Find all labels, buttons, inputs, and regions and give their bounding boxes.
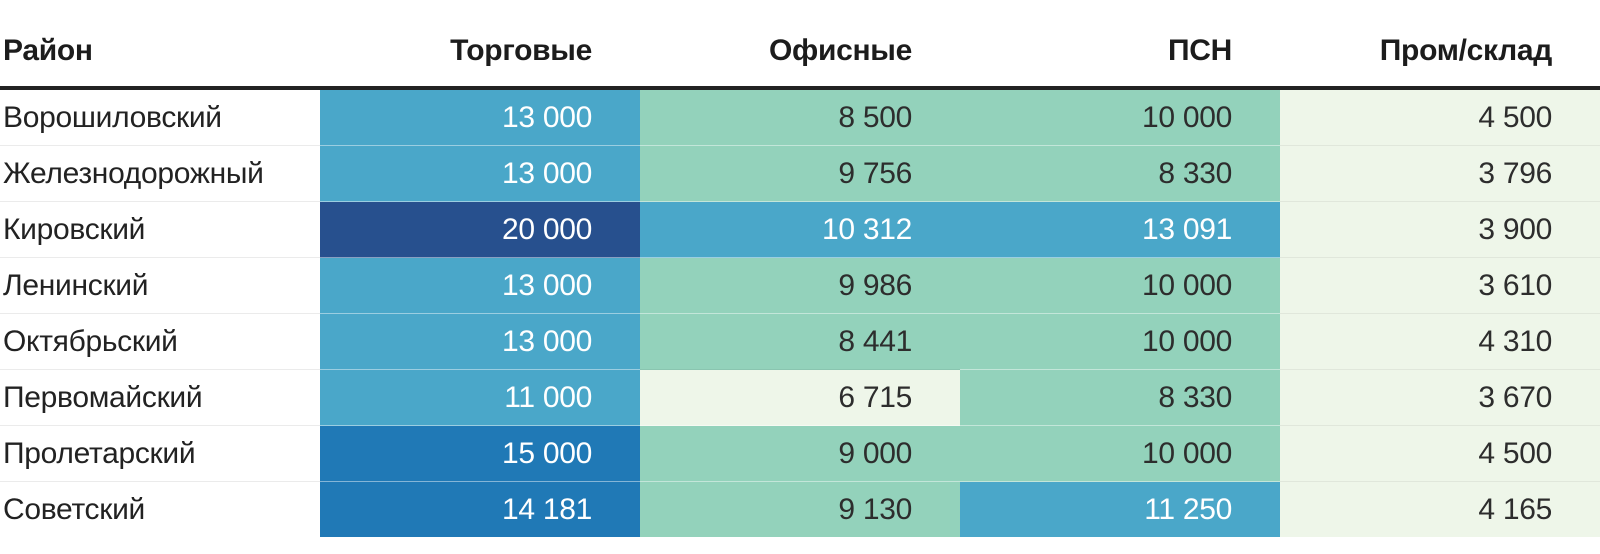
district-name: Первомайский (0, 369, 320, 426)
value-cell: 8 330 (960, 369, 1280, 426)
table-row: Октябрьский 13 000 8 441 10 000 4 310 (0, 313, 1600, 370)
table-header-row: Район Торговые Офисные ПСН Пром/склад (0, 0, 1600, 90)
district-name: Ворошиловский (0, 88, 320, 146)
value-cell: 4 500 (1280, 425, 1600, 482)
district-name: Ленинский (0, 257, 320, 314)
district-name: Кировский (0, 201, 320, 258)
value-cell: 10 312 (640, 201, 960, 258)
value-cell: 13 091 (960, 201, 1280, 258)
value-cell: 10 000 (960, 88, 1280, 146)
value-cell: 8 500 (640, 88, 960, 146)
value-cell: 9 000 (640, 425, 960, 482)
value-cell: 13 000 (320, 313, 640, 370)
table-row: Первомайский 11 000 6 715 8 330 3 670 (0, 369, 1600, 426)
district-name: Железнодорожный (0, 145, 320, 202)
value-cell: 9 986 (640, 257, 960, 314)
value-cell: 4 165 (1280, 481, 1600, 537)
value-cell: 3 610 (1280, 257, 1600, 314)
district-name: Советский (0, 481, 320, 537)
column-header-psn: ПСН (960, 0, 1280, 90)
column-header-office: Офисные (640, 0, 960, 90)
value-cell: 11 250 (960, 481, 1280, 537)
district-name: Пролетарский (0, 425, 320, 482)
value-cell: 13 000 (320, 88, 640, 146)
value-cell: 11 000 (320, 369, 640, 426)
value-cell: 3 670 (1280, 369, 1600, 426)
value-cell: 9 756 (640, 145, 960, 202)
value-cell: 13 000 (320, 145, 640, 202)
value-cell: 4 500 (1280, 88, 1600, 146)
value-cell: 4 310 (1280, 313, 1600, 370)
value-cell: 6 715 (640, 369, 960, 426)
table-body: Ворошиловский 13 000 8 500 10 000 4 500 Жел… (0, 88, 1600, 537)
table-row: Советский 14 181 9 130 11 250 4 165 (0, 481, 1600, 537)
value-cell: 3 900 (1280, 201, 1600, 258)
table-row: Ленинский 13 000 9 986 10 000 3 610 (0, 257, 1600, 314)
column-header-industrial-warehouse: Пром/склад (1280, 0, 1600, 90)
value-cell: 8 330 (960, 145, 1280, 202)
column-header-retail: Торговые (320, 0, 640, 90)
value-cell: 13 000 (320, 257, 640, 314)
value-cell: 3 796 (1280, 145, 1600, 202)
column-header-district: Район (0, 0, 320, 90)
value-cell: 10 000 (960, 425, 1280, 482)
value-cell: 9 130 (640, 481, 960, 537)
district-price-heatmap-table: Район Торговые Офисные ПСН Пром/склад Во… (0, 0, 1600, 537)
value-cell: 10 000 (960, 257, 1280, 314)
table-row: Ворошиловский 13 000 8 500 10 000 4 500 (0, 88, 1600, 146)
table-row: Железнодорожный 13 000 9 756 8 330 3 796 (0, 145, 1600, 202)
table-row: Пролетарский 15 000 9 000 10 000 4 500 (0, 425, 1600, 482)
value-cell: 15 000 (320, 425, 640, 482)
value-cell: 14 181 (320, 481, 640, 537)
district-name: Октябрьский (0, 313, 320, 370)
value-cell: 8 441 (640, 313, 960, 370)
value-cell: 20 000 (320, 201, 640, 258)
value-cell: 10 000 (960, 313, 1280, 370)
table-row: Кировский 20 000 10 312 13 091 3 900 (0, 201, 1600, 258)
